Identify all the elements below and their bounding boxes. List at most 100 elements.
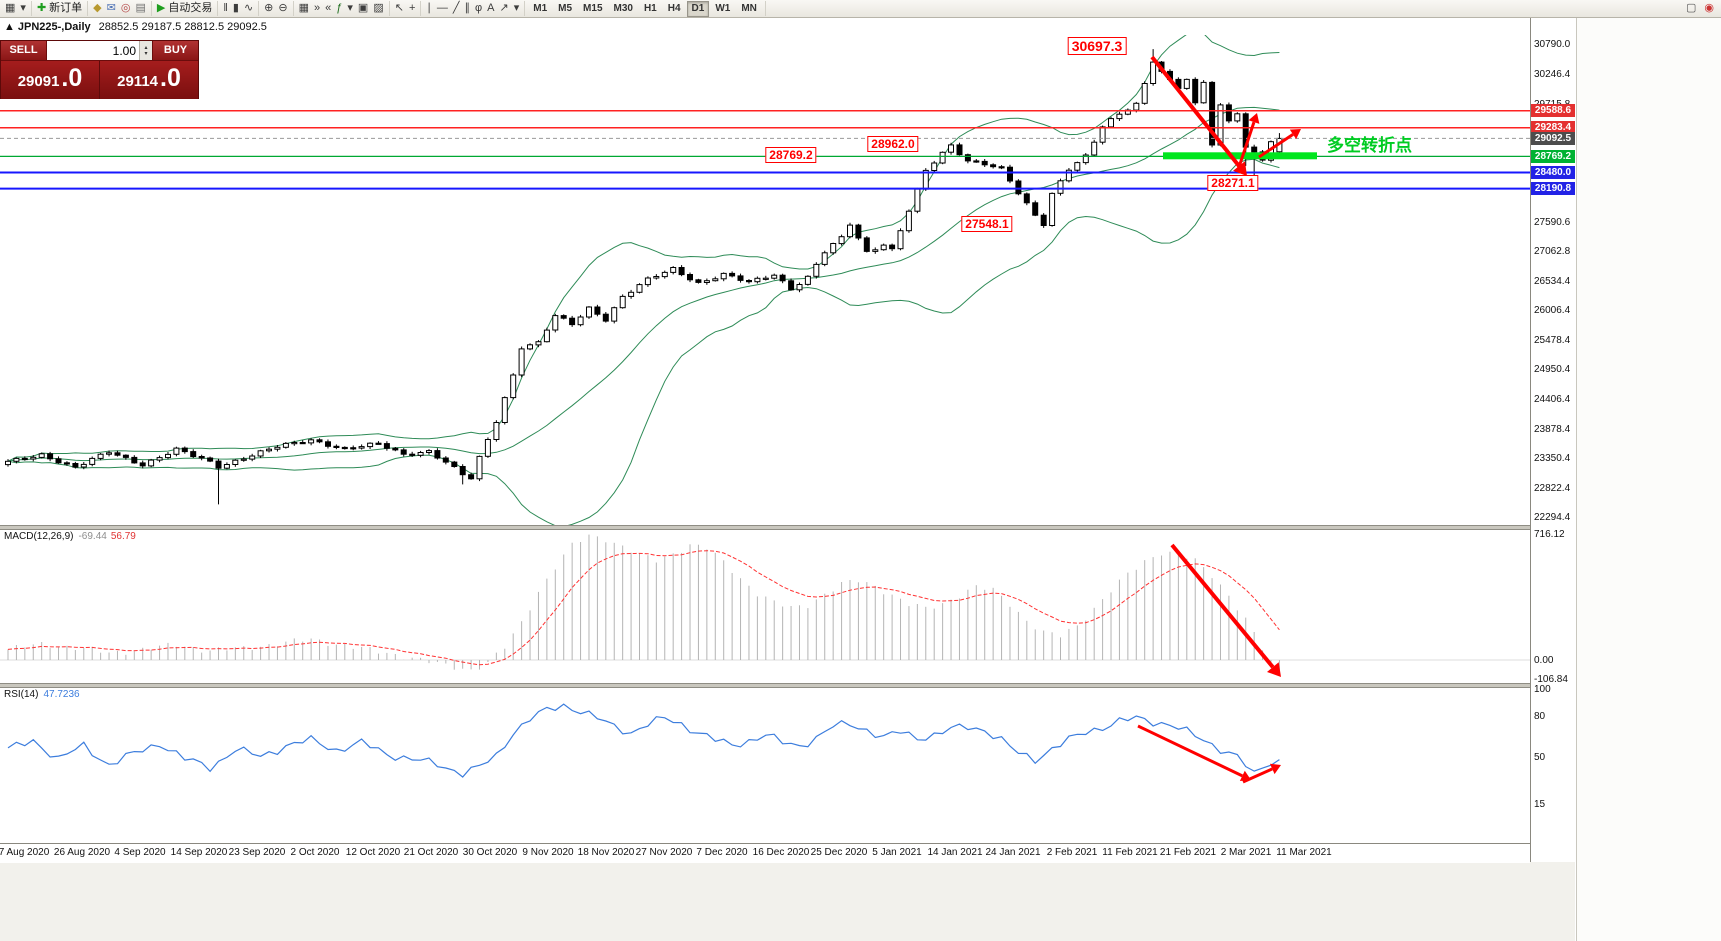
- level-lines[interactable]: [0, 110, 1530, 190]
- rsi-trend-arrows[interactable]: [1137, 724, 1281, 784]
- price-annotation-label[interactable]: 28769.2: [765, 147, 817, 163]
- zoom-in-icon[interactable]: ⊕: [262, 1, 275, 16]
- tile-windows-icon[interactable]: ▦: [297, 1, 311, 16]
- auto-scroll-icon[interactable]: »: [312, 1, 322, 16]
- calendar-glyph: ▤: [135, 2, 146, 14]
- candlestick-series: [5, 49, 1283, 505]
- date-label: 21 Oct 2020: [403, 847, 459, 858]
- buy-button[interactable]: BUY: [152, 41, 198, 60]
- help-glyph: ◉: [1704, 2, 1714, 14]
- toolbar-group: ‖ ▮ ∿: [218, 1, 260, 16]
- text-label-icon[interactable]: A: [485, 1, 496, 16]
- macd-tick-label: 0.00: [1534, 655, 1554, 666]
- rsi-panel-canvas[interactable]: [0, 688, 1530, 843]
- price-annotation-label[interactable]: 28962.0: [867, 136, 919, 152]
- one-click-trading-panel: SELL ▴▾ BUY 29091.0 29114.0: [0, 40, 199, 99]
- timeframe-d1[interactable]: D1: [686, 0, 710, 17]
- stepper-up-icon[interactable]: ▴: [144, 44, 148, 51]
- panel-separator[interactable]: [0, 525, 1575, 530]
- panel-separator[interactable]: [0, 683, 1575, 688]
- help-icon[interactable]: ◉: [1702, 1, 1716, 16]
- timeframe-m15[interactable]: M15: [583, 2, 603, 14]
- fibonacci-retracement-icon[interactable]: φ: [473, 1, 484, 16]
- right-filler: [1576, 17, 1721, 941]
- calendar-icon[interactable]: ▤: [133, 1, 147, 16]
- trendline-icon[interactable]: ╱: [451, 1, 462, 16]
- macd-panel-canvas[interactable]: [0, 530, 1530, 683]
- date-label: 11 Feb 2021: [1102, 847, 1158, 858]
- docking-icon[interactable]: ▢: [1684, 1, 1698, 16]
- zoom-in-glyph: ⊕: [264, 2, 274, 14]
- oneclick-toggle-icon[interactable]: ▲: [4, 21, 15, 33]
- horizontal-line-icon[interactable]: ―: [435, 1, 450, 16]
- crosshair-glyph: +: [408, 2, 416, 14]
- macd-trend-arrow[interactable]: [1170, 543, 1281, 677]
- timeframe-m5[interactable]: M5: [558, 2, 573, 14]
- support-zone-highlight[interactable]: [1163, 152, 1317, 160]
- timeframe-m30[interactable]: M30: [613, 2, 633, 14]
- price-annotation-label[interactable]: 30697.3: [1067, 37, 1127, 55]
- price-axis-badge: 29092.5: [1531, 132, 1575, 145]
- timeframe-mn[interactable]: MN: [741, 2, 757, 14]
- buy-price[interactable]: 29114.0: [100, 61, 198, 99]
- new-chart-icon[interactable]: ▦: [3, 1, 17, 16]
- arrow-objects-icon[interactable]: ↗: [497, 1, 510, 16]
- main-chart-canvas[interactable]: [0, 35, 1530, 525]
- zoom-out-icon[interactable]: ⊖: [276, 1, 289, 16]
- crosshair-icon[interactable]: +: [407, 1, 417, 16]
- macd-value-main: -69.44: [78, 531, 107, 542]
- toolbar: ▦ ▾ ✚ 新订单 ◆ ✉ ◎ ▤ ▶ 自动交易 ‖ ▮ ∿ ⊕ ⊖ ▦» «ƒ ▾ ▣ ▨ ↖ + ∣ ― ╱ ∥ φ A ↗ ▾ M1 M…: [0, 0, 1721, 18]
- price-tick-label: 30246.4: [1534, 69, 1571, 80]
- auto-trading-icon[interactable]: ▶ 自动交易: [155, 1, 214, 16]
- indicators-icon[interactable]: ƒ: [334, 1, 344, 16]
- vertical-line-icon[interactable]: ∣: [424, 1, 434, 16]
- price-tick-label: 24950.4: [1534, 364, 1571, 375]
- periods-icon[interactable]: ▣: [356, 1, 370, 16]
- price-axis[interactable]: 30790.030246.429715.827590.627062.826534…: [1530, 17, 1576, 862]
- sell-price-main: 29091: [17, 73, 60, 90]
- cursor-icon[interactable]: ↖: [393, 1, 406, 16]
- timeframe-h1[interactable]: H1: [643, 2, 657, 14]
- indicators-dropdown-glyph: ▾: [347, 2, 353, 14]
- trend-arrows[interactable]: [1150, 55, 1301, 176]
- chart-shift-icon[interactable]: «: [323, 1, 333, 16]
- date-label: 27 Nov 2020: [635, 847, 693, 858]
- timeframe-m1[interactable]: M1: [533, 2, 548, 14]
- timeframe-h4[interactable]: H4: [667, 2, 681, 14]
- price-axis-badge: 29588.6: [1531, 104, 1575, 117]
- toolbar-group: ▶ 自动交易: [152, 1, 219, 16]
- timeframe-w1[interactable]: W1: [715, 2, 731, 14]
- time-axis[interactable]: 7 Aug 2020 26 Aug 2020 4 Sep 2020 14 Sep 20…: [0, 843, 1530, 863]
- equidistant-channel-glyph: ∥: [464, 2, 471, 14]
- sell-price[interactable]: 29091.0: [1, 61, 100, 99]
- date-label: 23 Sep 2020: [228, 847, 286, 858]
- candlestick-mode-icon[interactable]: ▮: [231, 1, 241, 16]
- annotation-text[interactable]: 多空转折点: [1327, 136, 1412, 155]
- templates-icon[interactable]: ▨: [371, 1, 385, 16]
- objects-dropdown-icon[interactable]: ▾: [512, 1, 522, 16]
- messages-icon[interactable]: ✉: [105, 1, 118, 16]
- price-annotation-label[interactable]: 27548.1: [961, 216, 1013, 232]
- cursor-glyph: ↖: [394, 2, 404, 14]
- stepper-down-icon[interactable]: ▾: [144, 50, 148, 57]
- news-icon[interactable]: ◎: [119, 1, 133, 16]
- price-annotation-label[interactable]: 28271.1: [1207, 175, 1259, 191]
- date-label: 26 Aug 2020: [53, 847, 111, 858]
- indicators-dropdown-icon[interactable]: ▾: [345, 1, 355, 16]
- date-label: 18 Nov 2020: [577, 847, 635, 858]
- chart-list-dropdown-icon[interactable]: ▾: [18, 1, 28, 16]
- bar-chart-mode-icon[interactable]: ‖: [221, 1, 230, 16]
- volume-input[interactable]: [47, 41, 139, 60]
- price-tick-label: 26006.4: [1534, 305, 1571, 316]
- rsi-tick-label: 100: [1534, 684, 1551, 695]
- volume-stepper[interactable]: ▴ ▾: [139, 41, 152, 60]
- zoom-out-glyph: ⊖: [278, 2, 288, 14]
- line-chart-mode-icon[interactable]: ∿: [242, 1, 255, 16]
- new-order-glyph: ✚: [36, 2, 47, 14]
- sell-button[interactable]: SELL: [1, 41, 47, 60]
- mql5-community-icon[interactable]: ◆: [91, 1, 103, 16]
- equidistant-channel-icon[interactable]: ∥: [463, 1, 473, 16]
- macd-name: MACD(12,26,9): [4, 531, 74, 542]
- new-order-icon[interactable]: ✚ 新订单: [35, 1, 84, 16]
